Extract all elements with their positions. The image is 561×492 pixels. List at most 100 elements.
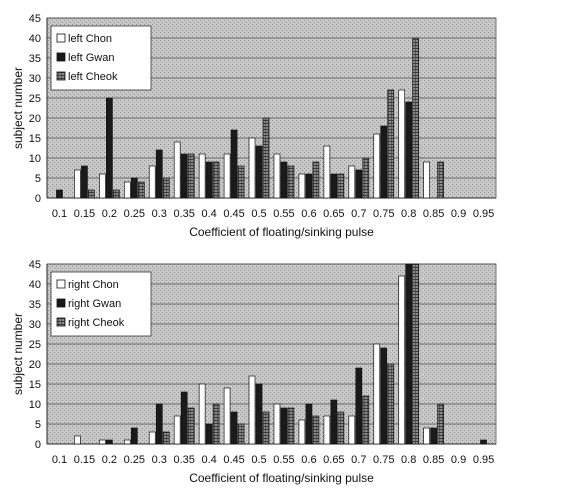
x-tick-label: 0.85 <box>423 208 444 220</box>
x-tick-label: 0.2 <box>102 208 117 220</box>
x-tick-label: 0.45 <box>223 208 244 220</box>
bar-left-gwan-0.35 <box>180 153 188 199</box>
bar-left-chon-0.6 <box>298 173 306 199</box>
y-tick-label: 45 <box>29 259 41 271</box>
bar-left-chon-0.3 <box>148 165 156 199</box>
x-tick-label: 0.75 <box>373 208 394 220</box>
bar-right-gwan-0.75 <box>380 347 388 445</box>
x-tick-label: 0.9 <box>451 208 466 220</box>
x-tick-label: 0.4 <box>201 208 216 220</box>
bar-right-chon-0.2 <box>99 439 106 445</box>
bar-left-chon-0.45 <box>223 153 231 199</box>
x-tick-label: 0.25 <box>124 208 145 220</box>
x-tick-label: 0.25 <box>124 454 145 466</box>
bar-left-chon-0.15 <box>74 169 81 199</box>
bar-right-cheok-0.75 <box>387 363 395 445</box>
legend-label: right Chon <box>68 279 119 291</box>
legend-swatch <box>56 71 66 81</box>
bar-right-chon-0.7 <box>348 415 356 445</box>
x-tick-label: 0.55 <box>273 208 294 220</box>
bar-right-gwan-0.2 <box>106 439 113 445</box>
bar-left-chon-0.25 <box>123 181 131 199</box>
bar-left-cheok-0.5 <box>262 117 270 199</box>
y-tick-label: 30 <box>29 73 41 85</box>
x-axis-label: Coefficient of floating/sinking pulse <box>189 225 374 239</box>
bar-right-cheok-0.4 <box>212 403 220 445</box>
bar-right-gwan-0.95 <box>480 439 487 445</box>
bar-left-gwan-0.3 <box>155 149 163 199</box>
bar-right-chon-0.3 <box>148 431 156 445</box>
bar-right-cheok-0.35 <box>187 407 195 445</box>
x-tick-label: 0.15 <box>74 208 95 220</box>
x-tick-label: 0.7 <box>351 454 366 466</box>
x-tick-label: 0.4 <box>201 454 216 466</box>
legend: left Chon left Gwan left Cheok <box>50 25 152 91</box>
bar-right-gwan-0.6 <box>305 403 313 445</box>
bar-right-gwan-0.5 <box>255 383 263 445</box>
bar-left-chon-0.2 <box>99 173 106 199</box>
y-tick-label: 15 <box>29 379 41 391</box>
bar-left-gwan-0.55 <box>280 161 288 199</box>
bar-right-chon-0.65 <box>323 415 331 445</box>
bar-left-cheok-0.8 <box>412 37 420 199</box>
bar-right-chon-0.45 <box>223 387 231 445</box>
bar-left-gwan-0.15 <box>81 165 88 199</box>
y-tick-label: 0 <box>35 439 41 451</box>
legend-swatch <box>56 33 66 43</box>
x-tick-label: 0.35 <box>173 208 194 220</box>
bar-left-gwan-0.45 <box>230 129 238 199</box>
bar-right-gwan-0.3 <box>155 403 163 445</box>
y-tick-label: 45 <box>29 13 41 25</box>
x-tick-label: 0.65 <box>323 208 344 220</box>
y-tick-label: 15 <box>29 133 41 145</box>
bar-left-chon-0.55 <box>273 153 281 199</box>
bar-right-chon-0.75 <box>373 343 381 445</box>
bar-left-cheok-0.65 <box>337 173 345 199</box>
y-axis-label: subject number <box>11 67 25 149</box>
bar-right-gwan-0.35 <box>180 391 188 445</box>
x-tick-label: 0.7 <box>351 208 366 220</box>
x-tick-label: 0.95 <box>473 208 494 220</box>
bar-left-cheok-0.3 <box>162 177 170 199</box>
bar-left-cheok-0.45 <box>237 165 245 199</box>
legend-swatch <box>56 317 66 327</box>
bar-right-cheok-0.85 <box>437 403 444 445</box>
left-pulse-chart: 0 5 10 15 20 25 30 35 40 45 0.1 0.15 0.2 0.25 0.3 0.35 0… <box>11 13 497 239</box>
y-tick-label: 20 <box>29 113 41 125</box>
x-tick-label: 0.1 <box>52 454 67 466</box>
x-tick-label: 0.45 <box>223 454 244 466</box>
bar-left-cheok-0.7 <box>362 157 370 199</box>
legend-swatch <box>56 298 66 308</box>
bar-right-gwan-0.55 <box>280 407 288 445</box>
bar-left-cheok-0.85 <box>437 161 444 199</box>
legend-label: right Gwan <box>68 298 121 310</box>
bar-left-chon-0.8 <box>398 89 406 199</box>
x-tick-label: 0.5 <box>251 208 266 220</box>
bar-right-gwan-0.25 <box>130 427 138 445</box>
legend: right Chon right Gwan right Cheok <box>50 271 152 337</box>
y-tick-label: 0 <box>35 193 41 205</box>
y-tick-label: 20 <box>29 359 41 371</box>
y-tick-label: 10 <box>29 399 41 411</box>
bar-left-chon-0.7 <box>348 165 356 199</box>
legend-label: right Cheok <box>68 317 125 329</box>
bar-left-cheok-0.6 <box>312 161 320 199</box>
y-tick-label: 40 <box>29 279 41 291</box>
x-tick-label: 0.8 <box>401 454 416 466</box>
bar-left-cheok-0.15 <box>88 189 95 199</box>
x-tick-label: 0.85 <box>423 454 444 466</box>
bar-right-chon-0.25 <box>123 439 131 445</box>
x-tick-label: 0.15 <box>74 454 95 466</box>
x-tick-label: 0.3 <box>152 208 167 220</box>
bar-left-cheok-0.4 <box>212 161 220 199</box>
bar-left-chon-0.75 <box>373 133 381 199</box>
y-tick-label: 10 <box>29 153 41 165</box>
y-tick-label: 25 <box>29 93 41 105</box>
x-tick-label: 0.65 <box>323 454 344 466</box>
y-tick-label: 30 <box>29 319 41 331</box>
x-axis-label: Coefficient of floating/sinking pulse <box>189 471 374 485</box>
bar-left-gwan-0.65 <box>330 173 338 199</box>
x-tick-label: 0.6 <box>301 454 316 466</box>
bar-right-chon-0.55 <box>273 403 281 445</box>
bar-left-cheok-0.35 <box>187 153 195 199</box>
